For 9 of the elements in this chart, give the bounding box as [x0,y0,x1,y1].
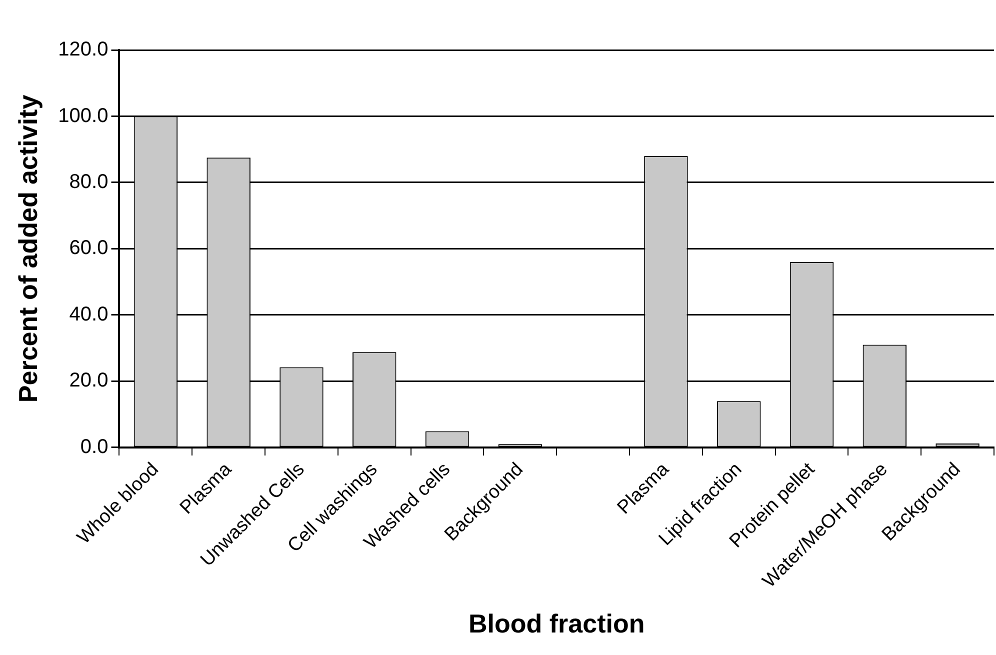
y-tick-label: 40.0 [69,303,108,326]
y-tick-label: 120.0 [58,38,108,61]
x-axis-title: Blood fraction [468,608,645,639]
y-tick-label: 80.0 [69,171,108,193]
y-tick-label: 100.0 [58,104,108,127]
y-axis-title: Percent of added activity [12,94,43,403]
y-tick-label: 20.0 [69,370,108,392]
y-tick-label: 60.0 [69,237,108,260]
y-tick-label: 0.0 [80,436,108,458]
